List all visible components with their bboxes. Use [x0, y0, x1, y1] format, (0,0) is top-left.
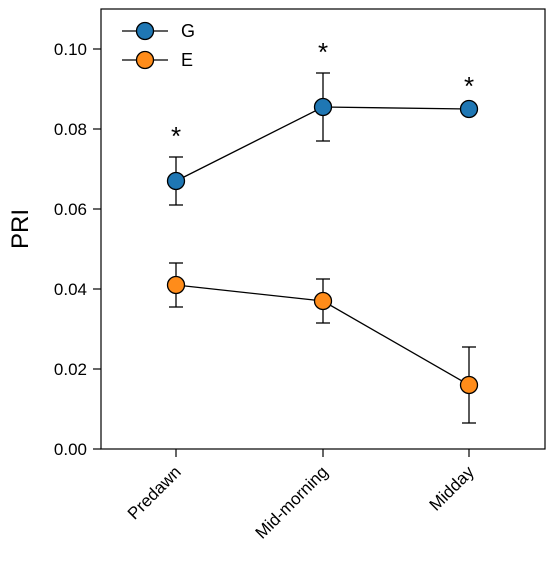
y-tick-label: 0.06	[54, 200, 87, 219]
y-axis: 0.00 0.02 0.04 0.06 0.08 0.10	[54, 40, 101, 459]
series-G: * * *	[166, 37, 479, 206]
legend-item-E: E	[122, 50, 193, 70]
data-point	[459, 375, 479, 395]
y-tick-label: 0.10	[54, 40, 87, 59]
data-point	[313, 97, 333, 117]
legend-label: E	[181, 50, 193, 70]
data-point	[166, 275, 186, 295]
data-point	[166, 171, 186, 191]
significance-mark: *	[318, 37, 328, 67]
y-tick-label: 0.00	[54, 440, 87, 459]
series-layer: * * *	[166, 37, 479, 424]
data-point	[459, 99, 479, 119]
legend-item-G: G	[122, 21, 195, 41]
legend-marker	[135, 21, 155, 41]
significance-mark: *	[171, 121, 181, 151]
legend-label: G	[181, 21, 195, 41]
legend: GE	[122, 21, 195, 70]
x-tick-label: Mid-morning	[252, 462, 332, 542]
y-tick-label: 0.04	[54, 280, 87, 299]
y-tick-label: 0.08	[54, 120, 87, 139]
x-tick-label: Predawn	[124, 462, 185, 523]
significance-mark: *	[464, 71, 474, 101]
y-tick-label: 0.02	[54, 360, 87, 379]
legend-marker	[135, 50, 155, 70]
data-point	[313, 291, 333, 311]
x-axis: Predawn Mid-morning Midday	[124, 449, 478, 543]
y-axis-title: PRI	[7, 209, 34, 249]
x-tick-label: Midday	[426, 462, 479, 515]
series-E	[166, 262, 479, 424]
